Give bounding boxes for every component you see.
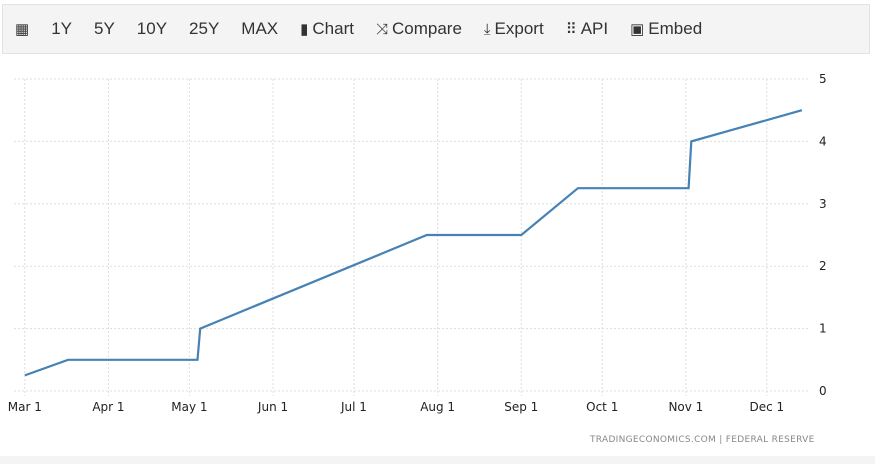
image-icon: ▣	[630, 21, 645, 38]
grid-icon: ⠿	[565, 21, 577, 38]
embed-button[interactable]: ▣ Embed	[630, 19, 702, 39]
x-tick-label: Mar 1	[8, 400, 42, 414]
x-tick-label: Dec 1	[749, 400, 784, 414]
range-5y-button[interactable]: 5Y	[93, 19, 115, 38]
chart-button[interactable]: ▮ Chart	[300, 19, 354, 39]
source-credit: TRADINGECONOMICS.COM | FEDERAL RESERVE	[590, 435, 815, 445]
api-label: API	[580, 19, 609, 38]
x-tick-label: Apr 1	[92, 400, 124, 414]
line-chart: 0 1 2 3 4 5 Mar 1 Apr 1 May 1 Jun 1 Jul 1 Aug 1 Sep …	[8, 72, 827, 414]
range-25y-button[interactable]: 25Y	[189, 19, 220, 38]
y-tick-label: 1	[819, 322, 827, 336]
chart-label: Chart	[312, 19, 354, 38]
bottom-bar	[0, 456, 875, 464]
x-tick-label: Jun 1	[257, 400, 288, 414]
api-button[interactable]: ⠿ API	[566, 19, 608, 39]
compare-label: Compare	[391, 19, 462, 38]
download-icon: ⤓	[483, 20, 491, 38]
x-tick-label: May 1	[171, 400, 207, 414]
y-tick-label: 4	[819, 134, 827, 148]
calendar-button[interactable]: ▦	[15, 20, 29, 38]
compare-button[interactable]: ⤨ Compare	[376, 19, 462, 39]
embed-label: Embed	[648, 19, 703, 38]
shuffle-icon: ⤨	[375, 20, 388, 38]
calendar-icon: ▦	[15, 21, 30, 38]
range-1y-button[interactable]: 1Y	[51, 19, 72, 38]
bar-chart-icon: ▮	[300, 21, 309, 38]
x-tick-label: Jul 1	[340, 400, 367, 414]
y-tick-label: 5	[819, 72, 827, 86]
y-tick-label: 2	[819, 259, 827, 273]
x-tick-label: Oct 1	[586, 400, 618, 414]
x-tick-label: Aug 1	[420, 400, 455, 414]
series-line	[24, 109, 803, 377]
x-tick-label: Nov 1	[668, 400, 703, 414]
toolbar: ▦ 1Y 5Y 10Y 25Y MAX ▮ Chart ⤨ Compare ⤓ Exp…	[2, 4, 870, 54]
y-tick-label: 3	[819, 197, 827, 211]
x-tick-label: Sep 1	[504, 400, 538, 414]
export-label: Export	[494, 19, 544, 38]
y-tick-label: 0	[819, 384, 827, 398]
range-max-button[interactable]: MAX	[241, 19, 279, 38]
range-10y-button[interactable]: 10Y	[136, 19, 168, 38]
export-button[interactable]: ⤓ Export	[484, 19, 544, 39]
